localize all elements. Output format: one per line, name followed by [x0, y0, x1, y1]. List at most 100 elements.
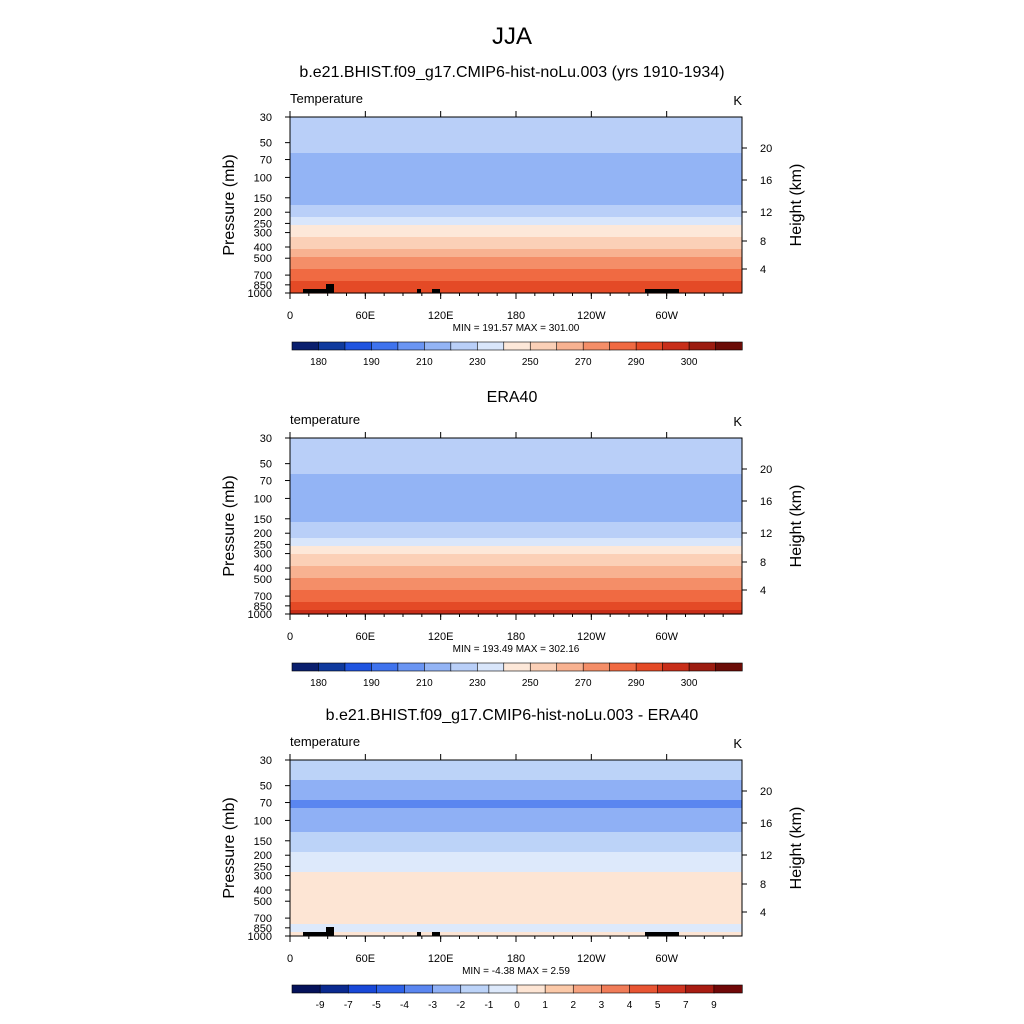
- y-tick-label: 250: [254, 218, 272, 230]
- y-tick-label: 50: [260, 781, 272, 793]
- panel-title: ERA40: [487, 389, 538, 406]
- contour-band: [290, 446, 742, 451]
- x-tick-label: 120E: [428, 631, 454, 643]
- topography: [326, 284, 334, 293]
- colorbar-label: 270: [575, 678, 592, 689]
- colorbar-swatch: [460, 984, 490, 994]
- y-tick-label: 500: [254, 253, 272, 265]
- topography: [432, 932, 440, 936]
- contour-band: [290, 117, 742, 122]
- contour-band: [290, 932, 742, 937]
- topography: [417, 289, 421, 293]
- contour-band: [290, 542, 742, 547]
- y-tick-label: 700: [254, 913, 272, 925]
- contour-band: [290, 490, 742, 495]
- colorbar-swatch: [529, 341, 558, 351]
- contour-band: [290, 506, 742, 511]
- contour-band: [290, 205, 742, 210]
- colorbar-swatch: [318, 341, 346, 351]
- colorbar-label: -5: [372, 1000, 381, 1011]
- contour-band: [290, 824, 742, 829]
- colorbar-label: 300: [681, 357, 698, 368]
- contour-band: [290, 245, 742, 250]
- colorbar-label: -7: [344, 1000, 353, 1011]
- contour-band: [290, 530, 742, 535]
- contour-band: [290, 229, 742, 234]
- colorbar-label: 1: [542, 1000, 548, 1011]
- contour-band: [290, 442, 742, 447]
- contour-band: [290, 189, 742, 194]
- x-tick-label: 0: [287, 953, 293, 965]
- contour-band: [290, 241, 742, 246]
- contour-band: [290, 896, 742, 901]
- contour-band: [290, 578, 742, 583]
- contour-band: [290, 928, 742, 933]
- colorbar-swatch: [516, 984, 546, 994]
- contour-band: [290, 760, 742, 765]
- y-tick-label: 250: [254, 861, 272, 873]
- contour-band: [290, 281, 742, 286]
- contour-band: [290, 466, 742, 471]
- contour-band: [290, 450, 742, 455]
- contour-band: [290, 277, 742, 282]
- y-tick-label: 150: [254, 514, 272, 526]
- contour-band: [290, 233, 742, 238]
- colorbar-swatch: [344, 341, 373, 351]
- y-tick-label: 150: [254, 836, 272, 848]
- contour-band: [290, 289, 742, 294]
- contour-band: [290, 121, 742, 126]
- colorbar-swatch: [715, 662, 743, 672]
- panel-3: b.e21.BHIST.f09_g17.CMIP6-hist-noLu.003 …: [221, 707, 805, 1011]
- contour-band: [290, 590, 742, 595]
- colorbar-label: 250: [522, 357, 539, 368]
- contour-band: [290, 438, 742, 443]
- panel-title: b.e21.BHIST.f09_g17.CMIP6-hist-noLu.003 …: [326, 707, 699, 724]
- colorbar-label: 3: [599, 1000, 605, 1011]
- y-tick-label: 250: [254, 539, 272, 551]
- x-tick-label: 180: [507, 631, 525, 643]
- contour-band: [290, 285, 742, 290]
- height-tick-label: 12: [760, 207, 772, 219]
- colorbar-swatch: [713, 984, 743, 994]
- colorbar-swatch: [556, 341, 584, 351]
- y-axis-right-title: Height (km): [788, 485, 805, 568]
- colorbar-swatch: [371, 662, 399, 672]
- y-axis-right-title: Height (km): [788, 807, 805, 890]
- colorbar-label: -9: [316, 1000, 325, 1011]
- height-tick-label: 16: [760, 175, 772, 187]
- variable-label: temperature: [290, 734, 360, 749]
- colorbar-label: 5: [655, 1000, 661, 1011]
- contour-band: [290, 574, 742, 579]
- units-label: K: [733, 414, 742, 429]
- height-tick-label: 4: [760, 264, 766, 276]
- contour-band: [290, 768, 742, 773]
- contour-band: [290, 273, 742, 278]
- contour-band: [290, 598, 742, 603]
- panel-1: b.e21.BHIST.f09_g17.CMIP6-hist-noLu.003 …: [221, 64, 805, 368]
- colorbar-swatch: [635, 341, 664, 351]
- contour-band: [290, 462, 742, 467]
- colorbar-swatch: [503, 341, 531, 351]
- contour-band: [290, 474, 742, 479]
- height-tick-label: 4: [760, 585, 766, 597]
- colorbar-swatch: [662, 662, 690, 672]
- contour-band: [290, 764, 742, 769]
- colorbar-swatch: [629, 984, 659, 994]
- colorbar-swatch: [688, 662, 717, 672]
- colorbar-swatch: [544, 984, 574, 994]
- y-tick-label: 200: [254, 528, 272, 540]
- contour-band: [290, 594, 742, 599]
- contour-band: [290, 173, 742, 178]
- contour-band: [290, 800, 742, 805]
- y-tick-label: 700: [254, 270, 272, 282]
- colorbar-swatch: [347, 984, 377, 994]
- height-tick-label: 20: [760, 143, 772, 155]
- contour-band: [290, 888, 742, 893]
- x-tick-label: 60W: [655, 953, 678, 965]
- y-axis-title: Pressure (mb): [221, 475, 238, 576]
- topography: [303, 932, 326, 936]
- contour-band: [290, 478, 742, 483]
- contour-band: [290, 606, 742, 611]
- y-tick-label: 1000: [248, 288, 272, 300]
- contour-band: [290, 864, 742, 869]
